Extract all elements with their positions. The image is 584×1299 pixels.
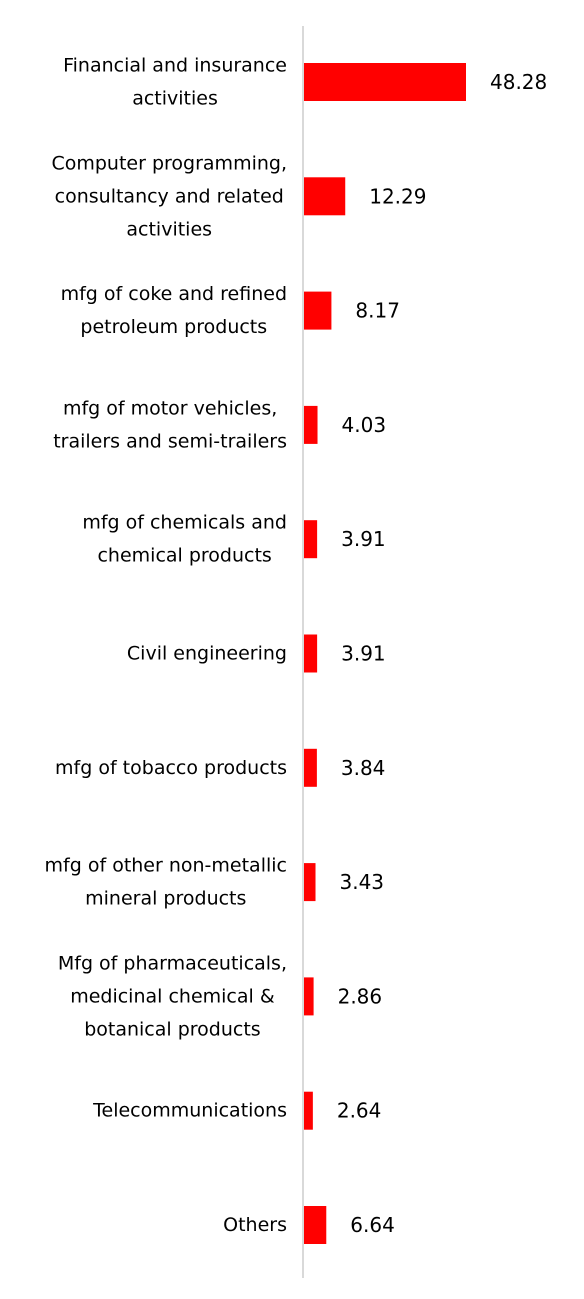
value-label-1: 12.29 bbox=[369, 184, 426, 208]
value-label-0: 48.28 bbox=[490, 70, 547, 94]
value-label-3: 4.03 bbox=[342, 413, 387, 437]
category-label-line: Civil engineering bbox=[127, 643, 287, 665]
category-label-line: mfg of tobacco products bbox=[55, 757, 287, 779]
category-label-line: activities bbox=[132, 88, 218, 110]
category-label-line: mfg of coke and refined bbox=[61, 283, 287, 305]
category-label-7: mfg of other non-metallic mineral product… bbox=[45, 855, 287, 910]
bar-2 bbox=[304, 291, 332, 330]
value-label-4: 3.91 bbox=[341, 527, 386, 551]
value-labels-layer: 48.28 12.29 8.17 4.03 3.91 3.91 3.84 3.43 2.86 2.… bbox=[337, 70, 547, 1237]
category-label-8: Mfg of pharmaceuticals, medicinal chemica… bbox=[58, 952, 287, 1040]
value-label-2: 8.17 bbox=[355, 299, 400, 323]
category-label-9: Telecommunications bbox=[92, 1100, 287, 1122]
value-label-7: 3.43 bbox=[340, 870, 385, 894]
category-label-line: mfg of other non-metallic bbox=[45, 855, 287, 877]
category-label-2: mfg of coke and refined petroleum product… bbox=[61, 283, 287, 338]
bar-9 bbox=[304, 1091, 313, 1130]
category-label-line: mineral products bbox=[85, 888, 246, 910]
value-label-6: 3.84 bbox=[341, 756, 386, 780]
category-label-5: Civil engineering bbox=[127, 643, 287, 665]
category-label-line: Telecommunications bbox=[92, 1100, 287, 1122]
category-label-line: activities bbox=[126, 218, 212, 240]
category-label-line: medicinal chemical & bbox=[70, 985, 275, 1007]
category-label-10: Others bbox=[223, 1214, 287, 1236]
value-label-10: 6.64 bbox=[350, 1213, 395, 1237]
category-label-line: botanical products bbox=[84, 1018, 260, 1040]
bar-3 bbox=[304, 405, 318, 444]
category-label-line: Computer programming, bbox=[51, 152, 287, 174]
bar-1 bbox=[304, 177, 346, 216]
value-label-9: 2.64 bbox=[337, 1099, 382, 1123]
category-label-line: chemical products bbox=[97, 545, 271, 567]
bar-0 bbox=[304, 63, 466, 101]
category-label-3: mfg of motor vehicles, trailers and semi-… bbox=[53, 397, 287, 452]
category-label-line: trailers and semi-trailers bbox=[53, 430, 287, 452]
value-label-8: 2.86 bbox=[338, 984, 383, 1008]
category-label-line: mfg of chemicals and bbox=[82, 512, 287, 534]
bar-4 bbox=[304, 520, 318, 559]
value-label-5: 3.91 bbox=[341, 642, 386, 666]
category-label-line: consultancy and related bbox=[55, 185, 284, 207]
category-label-line: Others bbox=[223, 1214, 287, 1236]
bar-5 bbox=[304, 634, 318, 673]
category-label-line: mfg of motor vehicles, bbox=[63, 397, 277, 419]
category-label-6: mfg of tobacco products bbox=[55, 757, 287, 779]
bar-7 bbox=[304, 863, 316, 902]
category-label-1: Computer programming, consultancy and rel… bbox=[51, 152, 287, 240]
category-labels-layer: Financial and insurance activitiesCompute… bbox=[45, 55, 287, 1237]
category-label-line: Mfg of pharmaceuticals, bbox=[58, 952, 287, 974]
bar-6 bbox=[304, 748, 317, 787]
category-label-line: petroleum products bbox=[80, 316, 267, 338]
category-label-0: Financial and insurance activities bbox=[63, 55, 287, 110]
bar-10 bbox=[304, 1206, 327, 1244]
bars-layer bbox=[304, 63, 466, 1244]
bar-8 bbox=[304, 977, 314, 1016]
category-label-4: mfg of chemicals and chemical products bbox=[82, 512, 287, 567]
category-label-line: Financial and insurance bbox=[63, 55, 287, 77]
